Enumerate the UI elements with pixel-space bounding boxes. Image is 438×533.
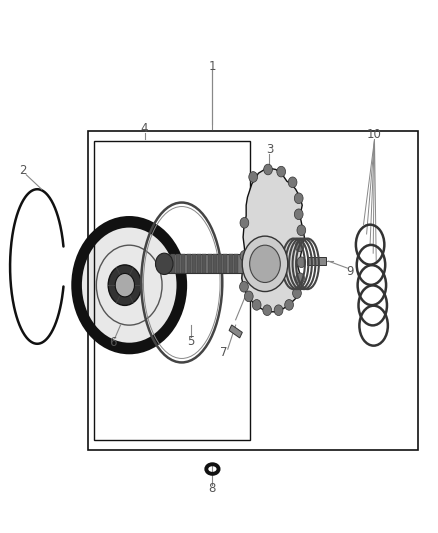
Circle shape	[285, 300, 293, 310]
Circle shape	[274, 305, 283, 316]
Bar	[234, 254, 238, 273]
Bar	[187, 254, 191, 273]
Circle shape	[294, 209, 303, 220]
Circle shape	[240, 217, 249, 228]
Text: 1: 1	[208, 60, 216, 73]
Circle shape	[108, 265, 141, 305]
Bar	[192, 254, 196, 273]
Circle shape	[288, 177, 297, 188]
Bar	[164, 254, 243, 273]
Text: 4: 4	[141, 123, 148, 135]
Text: 10: 10	[367, 128, 382, 141]
Text: 8: 8	[209, 482, 216, 495]
Circle shape	[240, 251, 249, 261]
Circle shape	[295, 241, 304, 252]
Bar	[307, 257, 326, 265]
Circle shape	[244, 291, 253, 302]
Bar	[218, 254, 222, 273]
Circle shape	[264, 164, 272, 175]
Circle shape	[115, 273, 134, 297]
Text: 7: 7	[219, 346, 227, 359]
Circle shape	[294, 193, 303, 204]
Bar	[213, 254, 217, 273]
Circle shape	[242, 236, 288, 292]
Circle shape	[293, 288, 301, 298]
Circle shape	[250, 245, 280, 282]
Circle shape	[155, 253, 173, 274]
Bar	[176, 254, 180, 273]
Circle shape	[263, 305, 272, 316]
Bar	[229, 325, 242, 338]
Bar	[181, 254, 185, 273]
Circle shape	[277, 166, 286, 177]
Circle shape	[82, 228, 177, 343]
Polygon shape	[242, 168, 304, 312]
Bar	[94, 141, 250, 440]
Circle shape	[296, 273, 304, 284]
Text: 9: 9	[346, 265, 354, 278]
Circle shape	[240, 281, 248, 292]
Text: 5: 5	[187, 335, 194, 348]
Bar	[202, 254, 206, 273]
Circle shape	[297, 257, 306, 268]
Circle shape	[252, 300, 261, 310]
Circle shape	[297, 225, 306, 236]
Bar	[208, 254, 212, 273]
Bar	[229, 254, 233, 273]
Bar	[171, 254, 175, 273]
Bar	[223, 254, 227, 273]
Bar	[197, 254, 201, 273]
Text: 6: 6	[109, 336, 117, 349]
Bar	[88, 131, 418, 450]
Text: 3: 3	[266, 143, 273, 156]
Circle shape	[249, 172, 258, 182]
Text: 2: 2	[19, 164, 27, 177]
Bar	[166, 254, 170, 273]
